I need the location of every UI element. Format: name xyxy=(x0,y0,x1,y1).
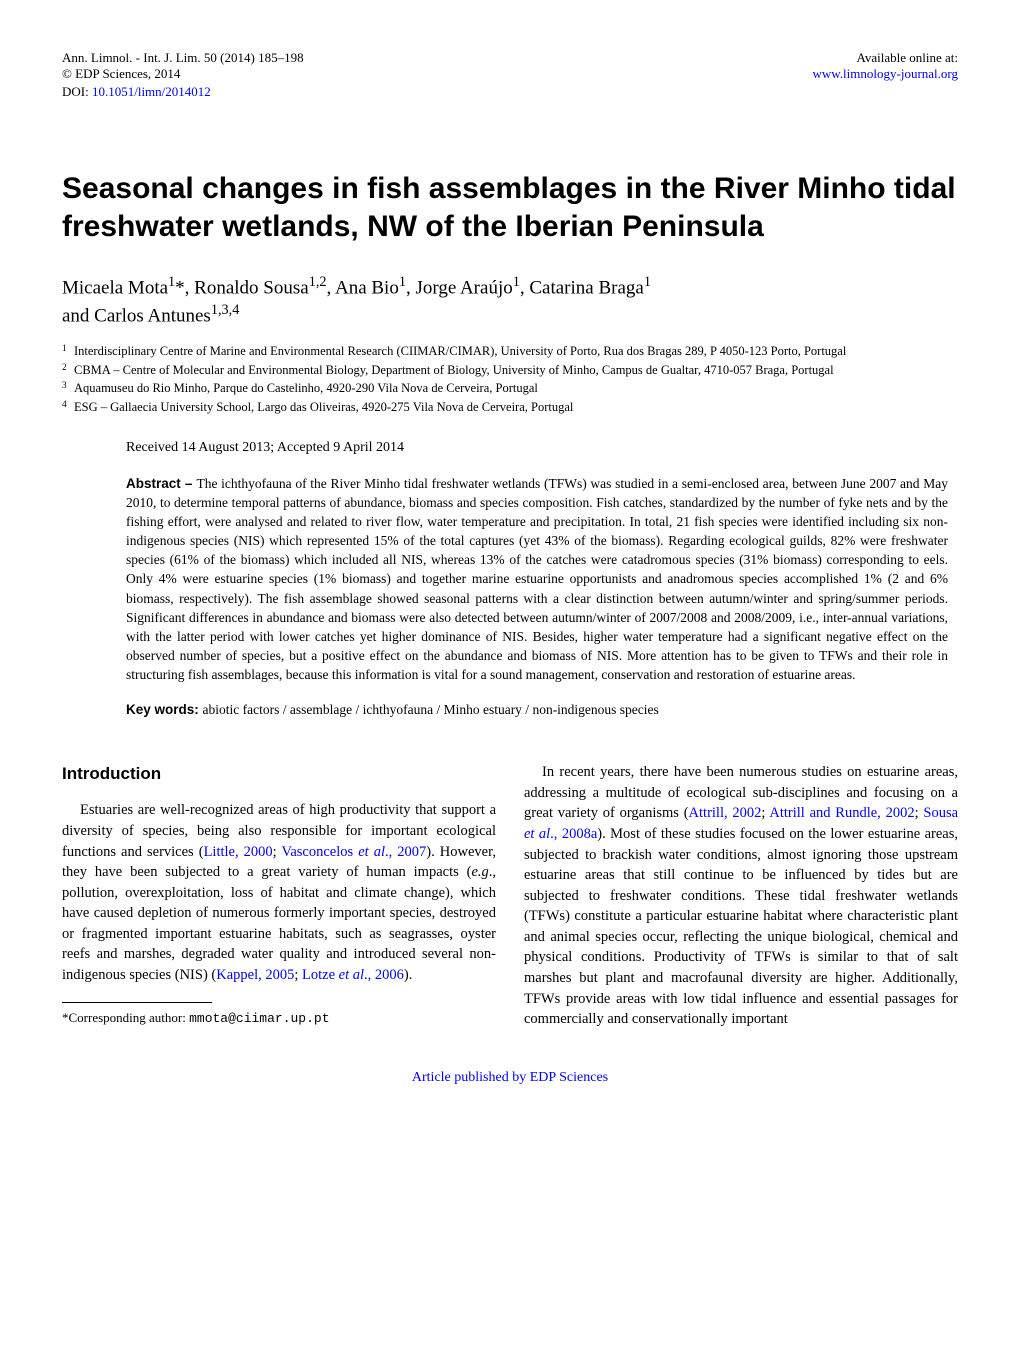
body-text: ). xyxy=(404,967,412,983)
citation-link[interactable]: Lotze et al., 2006 xyxy=(302,967,404,983)
author-text: , Jorge Araújo xyxy=(406,277,513,298)
doi-link[interactable]: 10.1051/limn/2014012 xyxy=(92,84,211,99)
doi-label: DOI: xyxy=(62,84,92,99)
affiliations: 1 Interdisciplinary Centre of Marine and … xyxy=(62,343,958,418)
left-column: Introduction Estuaries are well-recogniz… xyxy=(62,762,496,1030)
citation-link[interactable]: Little, 2000 xyxy=(204,844,273,860)
affil-number: 2 xyxy=(62,363,67,373)
author-list: Micaela Mota 1 *, Ronaldo Sousa1,2, Ana Bi… xyxy=(62,273,958,329)
header-left: Ann. Limnol. - Int. J. Lim. 50 (2014) 18… xyxy=(62,50,304,82)
affil-sup: 1,2 xyxy=(309,274,327,290)
author-name: Micaela Mota xyxy=(62,277,168,298)
keywords-text: abiotic factors / assemblage / ichthyofa… xyxy=(203,702,659,717)
citation-link[interactable]: Vasconcelos et al., 2007 xyxy=(281,844,426,860)
citation-link[interactable]: Kappel, 2005 xyxy=(216,967,294,983)
affil-sup: 1 xyxy=(513,274,520,290)
corresponding-author: *Corresponding author: mmota@ciimar.up.p… xyxy=(62,1009,496,1028)
affil-number: 1 xyxy=(62,344,67,354)
journal-line: Ann. Limnol. - Int. J. Lim. 50 (2014) 18… xyxy=(62,50,304,66)
citation-link[interactable]: Attrill, 2002 xyxy=(689,805,762,821)
affiliation-text: CBMA – Centre of Molecular and Environme… xyxy=(74,362,958,381)
body-text: ; xyxy=(294,967,302,983)
abstract-label: Abstract – xyxy=(126,476,196,491)
body-text: ). Most of these studies focused on the … xyxy=(524,826,958,1027)
copyright-line: © EDP Sciences, 2014 xyxy=(62,66,304,82)
received-accepted: Received 14 August 2013; Accepted 9 Apri… xyxy=(126,440,958,456)
affil-number: 3 xyxy=(62,381,67,391)
affiliation-text: Interdisciplinary Centre of Marine and E… xyxy=(74,343,958,362)
body-columns: Introduction Estuaries are well-recogniz… xyxy=(62,762,958,1030)
right-column: In recent years, there have been numerou… xyxy=(524,762,958,1030)
author-text: and Carlos Antunes xyxy=(62,305,211,326)
intro-paragraph: In recent years, there have been numerou… xyxy=(524,762,958,1030)
article-title: Seasonal changes in fish assemblages in … xyxy=(62,170,958,245)
affil-sup: 1,3,4 xyxy=(211,302,240,318)
affil-number: 4 xyxy=(62,400,67,410)
available-label: Available online at: xyxy=(812,50,958,66)
author-text: *, Ronaldo Sousa xyxy=(175,277,309,298)
abstract-text: The ichthyofauna of the River Minho tida… xyxy=(126,476,948,683)
journal-url-link[interactable]: www.limnology-journal.org xyxy=(812,66,958,81)
author-text: , Ana Bio xyxy=(327,277,399,298)
footer: Article published by EDP Sciences xyxy=(62,1070,958,1086)
affiliation-text: Aquamuseu do Rio Minho, Parque do Castel… xyxy=(74,380,958,399)
section-heading-introduction: Introduction xyxy=(62,762,496,786)
corresponding-label: *Corresponding author: xyxy=(62,1010,189,1025)
affil-sup: 1 xyxy=(399,274,406,290)
body-text: ., pollution, overexploitation, loss of … xyxy=(62,864,496,983)
author-text: , Catarina Braga xyxy=(520,277,644,298)
italic-text: e.g xyxy=(471,864,488,880)
page-header: Ann. Limnol. - Int. J. Lim. 50 (2014) 18… xyxy=(62,50,958,82)
header-right: Available online at: www.limnology-journ… xyxy=(812,50,958,82)
publisher-link[interactable]: Article published by EDP Sciences xyxy=(412,1070,608,1085)
doi-line: DOI: 10.1051/limn/2014012 xyxy=(62,84,958,100)
keywords: Key words: abiotic factors / assemblage … xyxy=(126,702,958,718)
affil-sup: 1 xyxy=(644,274,651,290)
corresponding-email: mmota@ciimar.up.pt xyxy=(189,1011,329,1026)
abstract: Abstract – The ichthyofauna of the River… xyxy=(126,474,948,685)
affiliation-text: ESG – Gallaecia University School, Largo… xyxy=(74,399,958,418)
footnote-divider xyxy=(62,1002,212,1003)
intro-paragraph: Estuaries are well-recognized areas of h… xyxy=(62,800,496,985)
citation-link[interactable]: Attrill and Rundle, 2002 xyxy=(769,805,914,821)
keywords-label: Key words: xyxy=(126,702,203,717)
